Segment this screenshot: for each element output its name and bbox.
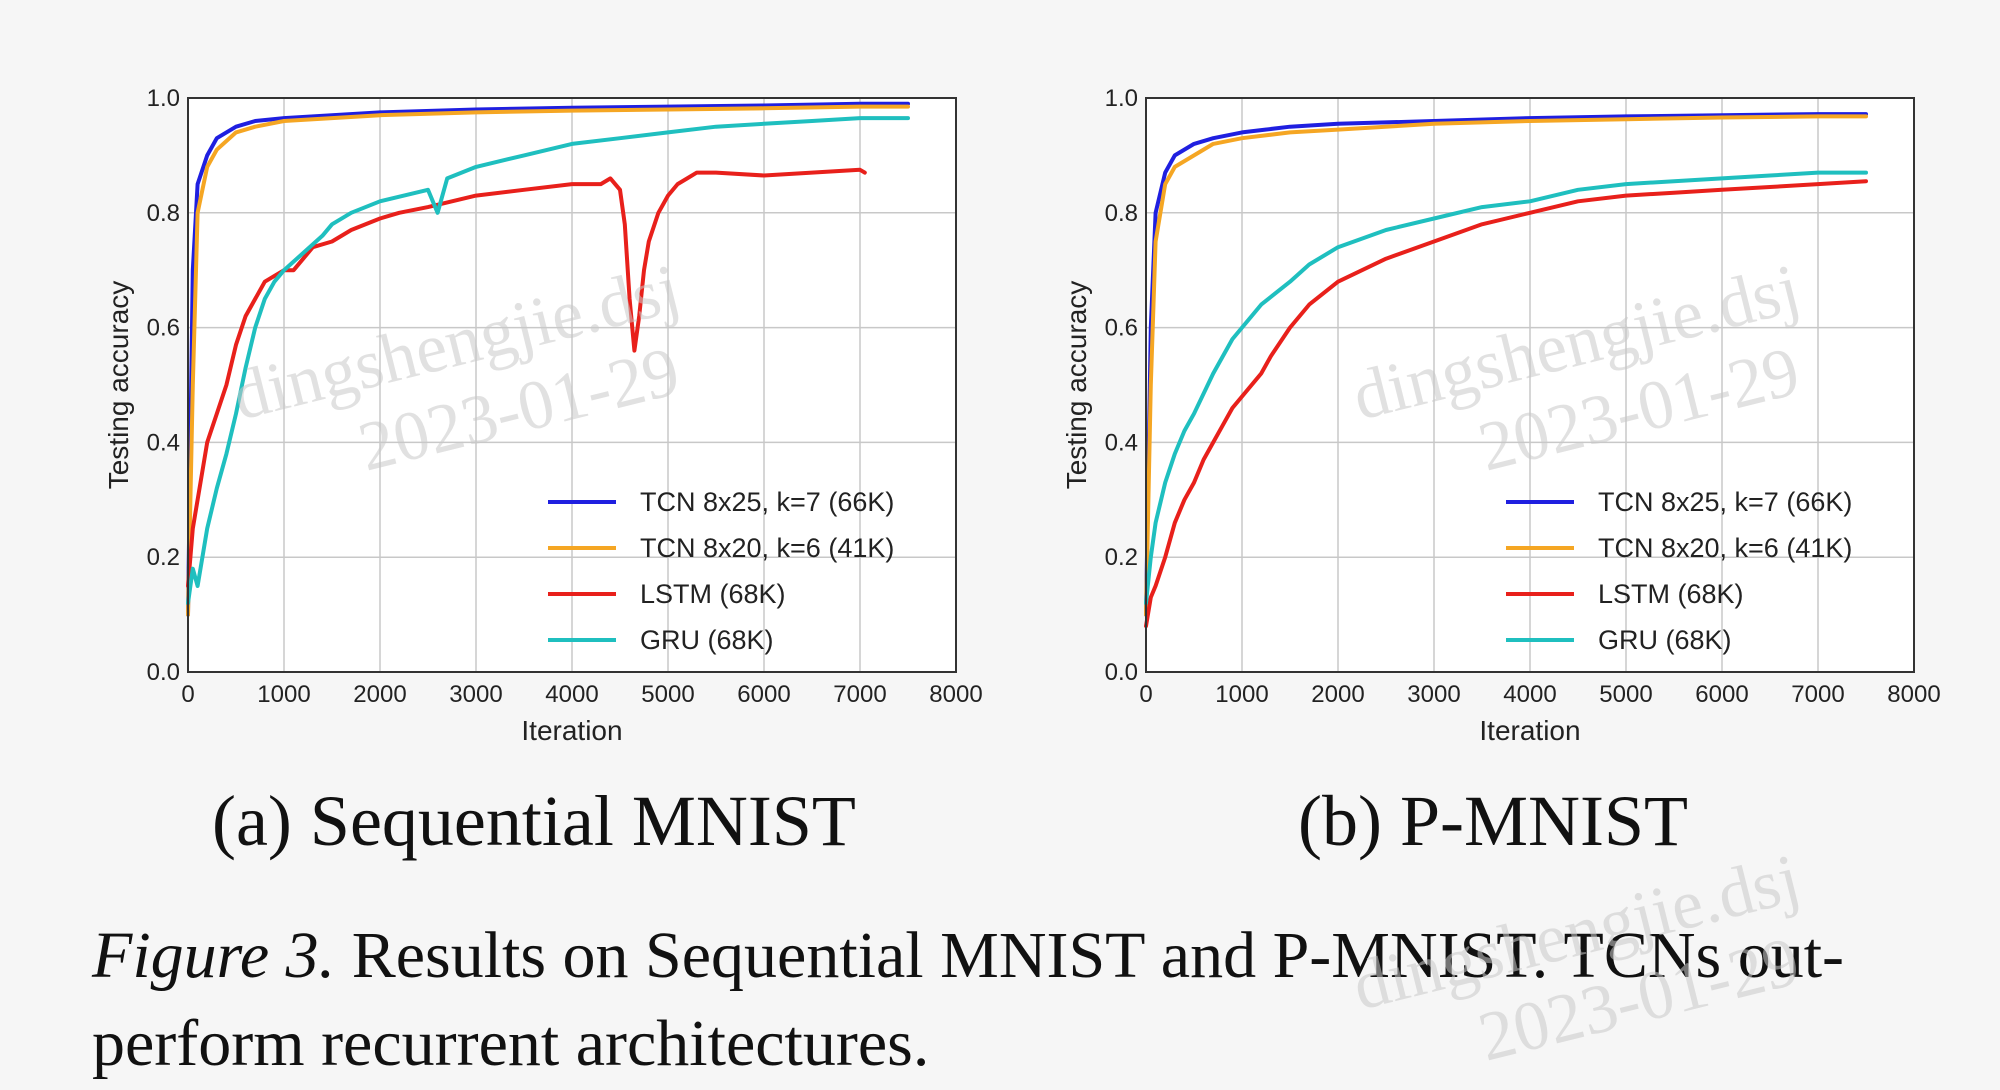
legend-label: TCN 8x20, k=6 (41K) (640, 533, 894, 563)
x-tick-label: 7000 (833, 681, 886, 708)
y-tick-label: 0.4 (1105, 429, 1138, 456)
series-line-lstm-2 (1144, 179, 1868, 629)
y-tick-label: 0.6 (147, 315, 180, 342)
figure-caption-label: Figure 3. (92, 919, 336, 992)
y-axis-label: Testing accuracy (1061, 281, 1092, 490)
x-tick-label: 5000 (1599, 681, 1652, 708)
subcaption-b: (b) P-MNIST (1298, 781, 1688, 861)
x-tick-label: 7000 (1791, 681, 1844, 708)
x-tick-label: 2000 (1311, 681, 1364, 708)
legend-label: TCN 8x25, k=7 (66K) (1598, 487, 1852, 517)
y-tick-label: 0.6 (1105, 315, 1138, 342)
x-tick-label: 6000 (737, 681, 790, 708)
x-tick-label: 1000 (257, 681, 310, 708)
y-tick-label: 0.2 (147, 544, 180, 571)
x-axis-label: Iteration (521, 715, 622, 746)
legend-label: TCN 8x20, k=6 (41K) (1598, 533, 1852, 563)
y-axis-label: Testing accuracy (103, 281, 134, 490)
plot-frame (187, 97, 957, 673)
y-tick-label: 0.0 (1105, 659, 1138, 686)
x-tick-label: 8000 (1887, 681, 1940, 708)
y-tick-label: 0.0 (147, 659, 180, 686)
series-line-gru-3 (186, 116, 910, 606)
legend-label: GRU (68K) (1598, 625, 1732, 655)
x-tick-label: 0 (1139, 681, 1152, 708)
y-tick-label: 0.8 (1105, 200, 1138, 227)
x-tick-label: 8000 (929, 681, 982, 708)
x-tick-label: 4000 (1503, 681, 1556, 708)
series-line-tcn-0 (186, 101, 910, 617)
x-axis-label: Iteration (1479, 715, 1580, 746)
y-tick-label: 0.2 (1105, 544, 1138, 571)
legend-label: GRU (68K) (640, 625, 774, 655)
y-tick-label: 0.8 (147, 200, 180, 227)
legend-label: TCN 8x25, k=7 (66K) (640, 487, 894, 517)
figure-caption-text: Results on Sequential MNIST and P-MNIST.… (92, 919, 1845, 1080)
legend-label: LSTM (68K) (640, 579, 786, 609)
series-line-tcn-0 (1144, 112, 1868, 617)
x-tick-label: 4000 (545, 681, 598, 708)
y-tick-label: 0.4 (147, 429, 180, 456)
y-tick-label: 1.0 (1105, 85, 1138, 112)
y-tick-label: 1.0 (147, 85, 180, 112)
legend-label: LSTM (68K) (1598, 579, 1744, 609)
chart-p-mnist: 0 1000 2000 3000 4000 5000 6000 7000 8000 0.0 0.2 0… (1061, 85, 1941, 746)
figure-caption: Figure 3. Results on Sequential MNIST an… (92, 912, 1982, 1088)
series-line-lstm-2 (186, 167, 867, 588)
chart-sequential-mnist: 0 1000 2000 3000 4000 5000 6000 7000 8000 0.0 0.2 0… (103, 85, 983, 746)
series-line-tcn-1 (186, 104, 910, 617)
series-line-gru-3 (1144, 170, 1868, 606)
series-line-tcn-1 (1144, 114, 1868, 617)
x-tick-label: 2000 (353, 681, 406, 708)
x-tick-label: 0 (181, 681, 194, 708)
x-tick-label: 1000 (1215, 681, 1268, 708)
x-tick-label: 6000 (1695, 681, 1748, 708)
x-tick-label: 3000 (1407, 681, 1460, 708)
subcaption-a: (a) Sequential MNIST (212, 781, 856, 861)
x-tick-label: 5000 (641, 681, 694, 708)
plot-frame (1145, 97, 1915, 673)
x-tick-label: 3000 (449, 681, 502, 708)
